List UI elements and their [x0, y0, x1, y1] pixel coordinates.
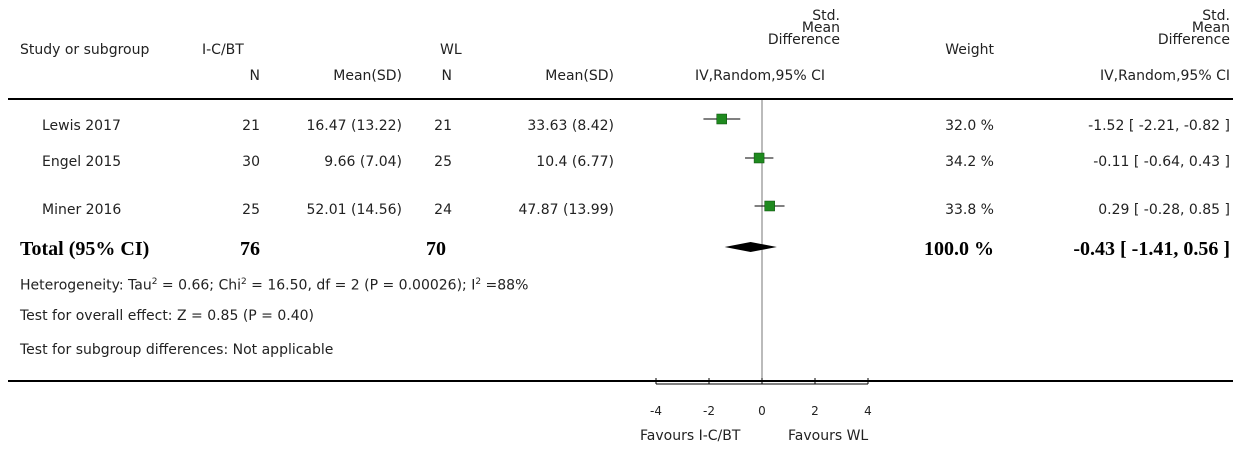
weight-header: Weight — [945, 42, 994, 58]
overall-effect-note: Test for overall effect: Z = 0.85 (P = 0… — [20, 308, 314, 324]
smd2-header-line1: Std. — [1202, 8, 1230, 24]
smd2-header-line3: Difference — [1157, 32, 1230, 48]
mean1-header: Mean(SD) — [333, 68, 402, 84]
study-mean1: 9.66 (7.04) — [324, 154, 402, 170]
study-name: Miner 2016 — [42, 202, 122, 218]
header-rule — [8, 98, 1233, 100]
smd-header-line2: Mean — [801, 20, 840, 36]
study-weight: 34.2 % — [945, 154, 994, 170]
study-n2: 24 — [434, 202, 452, 218]
study-point — [764, 200, 775, 212]
study-n2: 21 — [434, 118, 452, 134]
study-n1: 25 — [242, 202, 260, 218]
smd2-header-line2: Mean — [1191, 20, 1230, 36]
group2-header: WL — [440, 42, 462, 58]
x-tick-label: -4 — [650, 404, 662, 418]
study-header: Study or subgroup — [20, 42, 150, 58]
smd2-subheader: IV,Random,95% CI — [1099, 68, 1230, 84]
study-name: Engel 2015 — [42, 154, 122, 170]
subgroup-note: Test for subgroup differences: Not appli… — [20, 342, 334, 358]
mean2-header: Mean(SD) — [545, 68, 614, 84]
study-mean1: 16.47 (13.22) — [306, 118, 402, 134]
study-mean2: 33.63 (8.42) — [527, 118, 614, 134]
study-mean2: 10.4 (6.77) — [536, 154, 614, 170]
total-n2: 70 — [426, 238, 446, 260]
study-point — [753, 152, 765, 164]
favours-left-label: Favours I-C/BT — [640, 428, 741, 444]
study-point — [716, 113, 727, 125]
study-n1: 30 — [242, 154, 260, 170]
x-tick-label: 0 — [758, 404, 766, 418]
study-weight: 32.0 % — [945, 118, 994, 134]
smd-header-line1: Std. — [812, 8, 840, 24]
n1-header: N — [249, 68, 260, 84]
study-ci: -0.11 [ -0.64, 0.43 ] — [1093, 154, 1230, 170]
total-n1: 76 — [240, 238, 260, 260]
smd-header-line3: Difference — [767, 32, 840, 48]
study-ci: 0.29 [ -0.28, 0.85 ] — [1098, 202, 1230, 218]
study-mean2: 47.87 (13.99) — [518, 202, 614, 218]
total-ci: -0.43 [ -1.41, 0.56 ] — [1073, 238, 1230, 260]
total-label: Total (95% CI) — [20, 238, 150, 260]
n2-header: N — [441, 68, 452, 84]
pooled-diamond — [724, 242, 777, 252]
footer-rule — [8, 380, 1233, 382]
x-tick-label: 2 — [811, 404, 819, 418]
total-weight: 100.0 % — [924, 238, 994, 260]
x-tick-label: -2 — [703, 404, 715, 418]
study-ci: -1.52 [ -2.21, -0.82 ] — [1088, 118, 1230, 134]
study-weight: 33.8 % — [945, 202, 994, 218]
study-mean1: 52.01 (14.56) — [306, 202, 402, 218]
heterogeneity-note: Heterogeneity: Tau2 = 0.66; Chi2 = 16.50… — [20, 277, 529, 294]
smd-subheader: IV,Random,95% CI — [694, 68, 826, 84]
x-tick-label: 4 — [864, 404, 872, 418]
group1-header: I-C/BT — [202, 42, 244, 58]
favours-right-label: Favours WL — [788, 428, 869, 444]
study-n2: 25 — [434, 154, 452, 170]
study-name: Lewis 2017 — [42, 118, 121, 134]
study-n1: 21 — [242, 118, 260, 134]
